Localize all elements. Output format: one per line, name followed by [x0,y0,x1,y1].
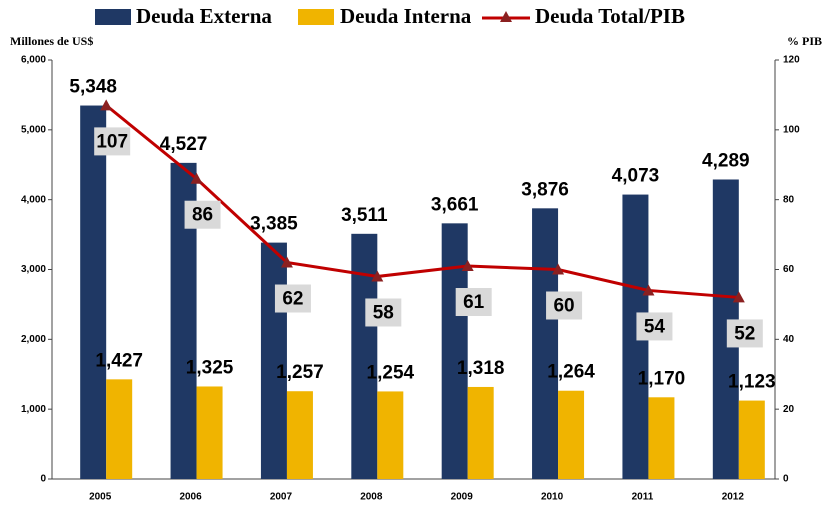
y-tick-label: 5,000 [21,124,46,135]
y-axis-title: Millones de US$ [10,34,93,48]
data-label: 58 [373,302,394,323]
y2-tick-label: 80 [783,194,795,205]
marker [371,270,384,282]
data-label: 1,325 [186,357,234,378]
y-tick-label: 3,000 [21,264,46,275]
legend-label: Deuda Interna [340,4,472,28]
y2-tick-label: 40 [783,334,795,345]
data-label: 5,348 [69,77,117,98]
legend-label: Deuda Total/PIB [535,4,685,28]
bar [558,390,585,479]
data-label: 52 [734,323,755,344]
label-box [455,288,492,317]
marker [461,260,474,272]
bar [738,400,765,479]
marker [642,284,655,296]
x-tick-label: 2008 [360,492,383,503]
data-label: 62 [282,289,303,310]
y2-tick-label: 60 [783,264,795,275]
bar [377,391,404,479]
marker [100,99,113,111]
data-label: 1,257 [276,362,324,383]
x-tick-label: 2010 [541,492,564,503]
y2-axis-title: % PIB [787,34,822,48]
legend-swatch [298,9,334,25]
bar [286,391,313,479]
line [105,104,739,299]
marker [280,256,293,268]
y2-tick-label: 20 [783,404,795,415]
legend-swatch [95,9,131,25]
label-box [94,127,131,156]
data-label: 1,123 [728,372,776,393]
data-label: 1,254 [367,362,415,383]
bar [532,208,559,480]
bar [351,233,378,479]
data-label: 1,318 [457,358,505,379]
data-label: 3,511 [341,205,388,226]
data-label: 4,073 [612,166,660,187]
data-label: 86 [192,205,213,226]
bar [260,242,287,479]
y-tick-label: 4,000 [21,194,46,205]
bar [106,379,133,479]
y-tick-label: 6,000 [21,55,46,66]
y-tick-label: 0 [40,474,46,485]
y2-tick-label: 120 [783,55,800,66]
data-label: 3,385 [250,214,298,235]
bar [648,397,675,479]
data-label: 1,170 [638,368,686,389]
data-label: 107 [96,131,128,152]
data-label: 4,527 [160,134,208,155]
y-tick-label: 2,000 [21,334,46,345]
x-tick-label: 2011 [632,492,654,503]
label-box [365,298,402,327]
label-box [636,312,673,341]
marker [732,291,745,303]
data-label: 61 [463,292,485,313]
label-box [726,319,763,348]
legend-marker [500,11,512,22]
y-tick-label: 1,000 [21,404,46,415]
marker [190,172,203,184]
data-label: 4,289 [702,151,750,172]
bar [441,223,468,479]
x-tick-label: 2005 [89,492,112,503]
data-label: 3,661 [431,194,479,215]
label-box [274,284,311,313]
legend-label: Deuda Externa [136,4,272,28]
data-label: 60 [553,296,574,317]
y2-tick-label: 100 [783,124,800,135]
data-label: 1,264 [547,362,595,383]
x-tick-label: 2007 [270,492,293,503]
x-tick-label: 2006 [179,492,202,503]
data-label: 1,427 [95,350,143,371]
marker [552,263,565,275]
x-tick-label: 2012 [722,492,745,503]
label-box [546,291,583,320]
x-tick-label: 2009 [451,492,474,503]
data-label: 3,876 [521,179,569,200]
bar [80,105,107,479]
bar [467,386,494,479]
y2-tick-label: 0 [783,474,789,485]
label-box [184,200,221,229]
bar [196,386,223,479]
data-label: 54 [644,316,666,337]
